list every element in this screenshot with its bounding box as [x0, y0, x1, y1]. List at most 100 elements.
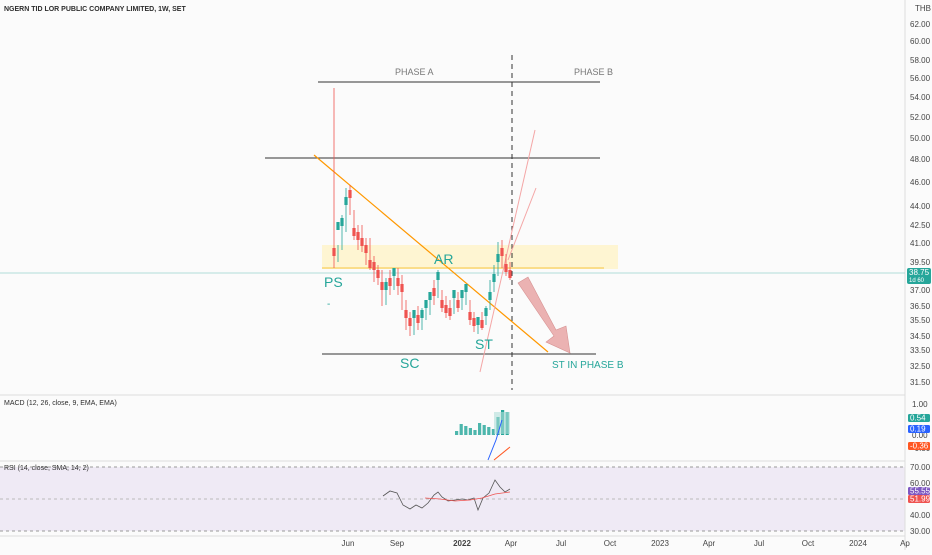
rsi-tick-label: 30.00 — [910, 527, 931, 536]
rsi-tag — [908, 495, 930, 503]
candle-body — [400, 284, 404, 292]
candle-body — [452, 290, 456, 298]
time-axis[interactable]: Jun Sep 2022 Apr Jul Oct 2023 Apr Jul Oct 2024 Ap — [342, 539, 911, 548]
downtrend-line — [313, 154, 549, 353]
price-tick-label: 62.00 — [910, 20, 931, 29]
candle-body — [368, 260, 372, 268]
projection-arrow — [517, 276, 571, 354]
time-tick-label: 2024 — [849, 539, 867, 548]
macd-bar — [473, 430, 477, 435]
ar-label: AR — [434, 251, 453, 267]
candle-body — [444, 305, 448, 313]
rsi-tick-label: 40.00 — [910, 511, 931, 520]
macd-tag-value: 0.19 — [910, 425, 926, 434]
candle-body — [472, 318, 476, 326]
price-tick-label: 58.00 — [910, 56, 931, 65]
phase-b-label: PHASE B — [574, 67, 613, 77]
price-tick-label: 56.00 — [910, 74, 931, 83]
price-tick-label: 50.00 — [910, 134, 931, 143]
macd-tick-label: 1.00 — [912, 400, 928, 409]
ps-label: PS — [324, 274, 343, 290]
macd-tick-label: 0.00 — [912, 431, 928, 440]
candle-body — [360, 238, 364, 246]
candle-body — [332, 248, 336, 256]
channel-line — [479, 129, 536, 373]
price-tick-label: 36.50 — [910, 302, 931, 311]
price-tick-label: 37.00 — [910, 286, 931, 295]
channel-line — [507, 187, 537, 261]
price-axis[interactable]: 62.00 60.00 58.00 56.00 54.00 52.00 50.00 48.00… — [910, 20, 931, 387]
macd-bar — [491, 429, 495, 435]
dash-mark: - — [327, 299, 330, 310]
candle-body — [504, 264, 508, 272]
candle-body — [380, 282, 384, 290]
time-tick-label: Ap — [900, 539, 910, 548]
macd-bar — [478, 423, 482, 435]
price-tick-label: 46.00 — [910, 178, 931, 187]
rsi-ma-line — [424, 491, 511, 502]
candle-body — [508, 270, 512, 278]
rsi-tag-value: 51.99 — [910, 495, 931, 504]
macd-tag — [908, 442, 930, 450]
macd-bar — [487, 427, 491, 435]
candle-body — [456, 300, 460, 308]
macd-line — [487, 419, 503, 461]
candle-body — [500, 248, 504, 256]
candle-body — [412, 310, 416, 318]
candle-body — [404, 310, 408, 318]
macd-bar — [482, 425, 486, 435]
candle-body — [460, 290, 464, 298]
price-tick-label: 31.50 — [910, 378, 931, 387]
candlestick-series[interactable] — [332, 88, 512, 336]
price-tick-label: 34.50 — [910, 332, 931, 341]
price-tick-label: 39.50 — [910, 258, 931, 267]
candle-body — [356, 232, 360, 240]
rsi-line — [382, 479, 511, 512]
price-tick-label: 52.00 — [910, 113, 931, 122]
main-pane[interactable] — [0, 0, 905, 395]
candle-body — [468, 312, 472, 320]
macd-bar — [468, 428, 472, 435]
candle-body — [496, 254, 500, 262]
rsi-tick-label: 60.00 — [910, 479, 931, 488]
time-tick-label: Oct — [604, 539, 617, 548]
macd-bar — [459, 424, 463, 435]
candle-body — [388, 278, 392, 286]
macd-tag — [908, 425, 930, 433]
candle-body — [440, 300, 444, 308]
candle-body — [420, 310, 424, 318]
rsi-tag-value: 55.55 — [910, 487, 931, 496]
last-price-tag — [907, 268, 931, 284]
price-tick-label: 54.00 — [910, 93, 931, 102]
candle-body — [476, 317, 480, 325]
macd-bar — [455, 431, 459, 435]
candle-body — [492, 274, 496, 282]
candle-body — [352, 228, 356, 236]
time-tick-label: Apr — [703, 539, 716, 548]
price-tick-label: 44.00 — [910, 202, 931, 211]
candle-body — [432, 288, 436, 296]
candle-body — [372, 262, 376, 270]
macd-value-tags: 0.54 0.19 -0.36 — [908, 414, 930, 451]
macd-tag-value: 0.54 — [910, 414, 926, 423]
candle-body — [392, 268, 396, 276]
chart-title: NGERN TID LOR PUBLIC COMPANY LIMITED, 1W… — [4, 6, 186, 13]
candle-body — [348, 190, 352, 198]
st-in-phase-b-label: ST IN PHASE B — [552, 360, 624, 371]
candle-body — [424, 300, 428, 308]
candle-body — [340, 218, 344, 226]
last-price-countdown: 1d 60 — [909, 278, 925, 284]
price-tick-label: 35.50 — [910, 316, 931, 325]
sc-label: SC — [400, 355, 419, 371]
candle-body — [464, 284, 468, 292]
macd-highlight — [494, 412, 510, 434]
candle-body — [488, 292, 492, 300]
candle-body — [376, 270, 380, 278]
time-tick-label: 2022 — [453, 539, 471, 548]
candle-body — [484, 308, 488, 316]
price-tick-label: 60.00 — [910, 37, 931, 46]
rsi-tag — [908, 487, 930, 495]
candle-body — [408, 318, 412, 326]
candle-body — [480, 320, 484, 328]
